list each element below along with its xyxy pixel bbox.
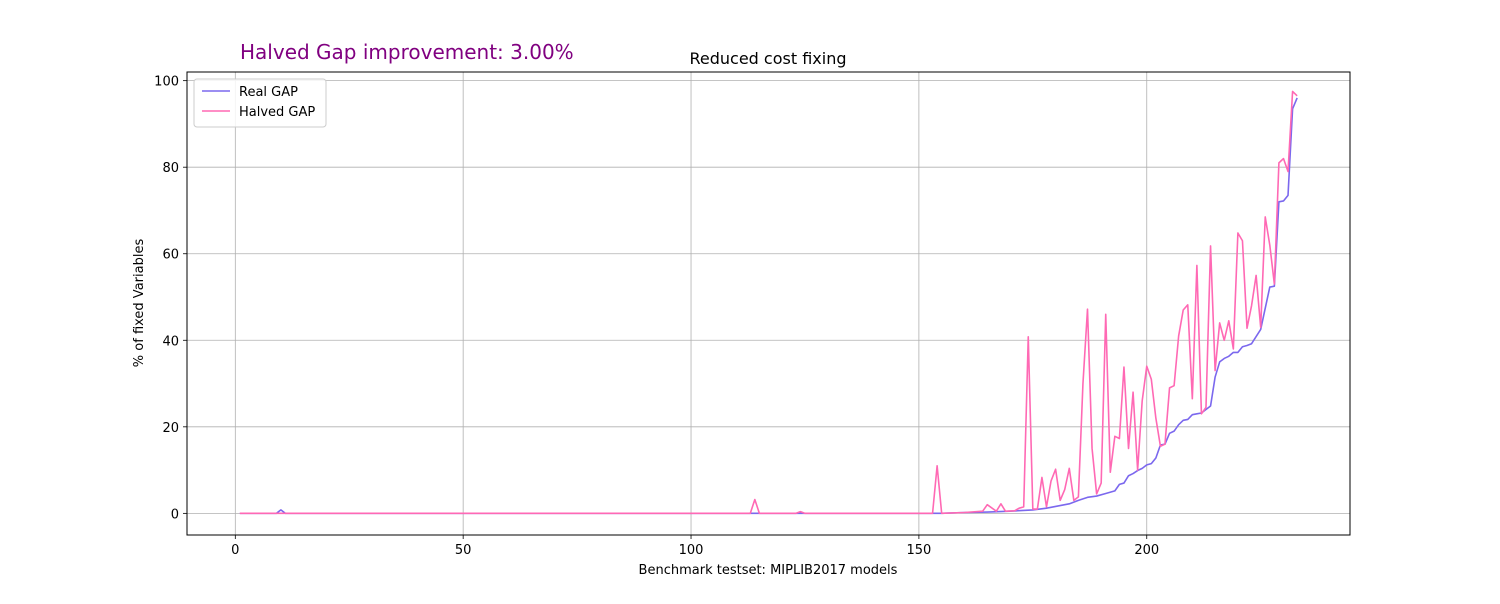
y-tick-label: 100: [154, 75, 179, 90]
y-tick-label: 20: [162, 421, 179, 436]
y-tick-label: 0: [171, 507, 179, 522]
x-tick-label: 150: [906, 543, 931, 558]
legend-label: Halved GAP: [239, 105, 315, 120]
x-axis-label: Benchmark testset: MIPLIB2017 models: [639, 563, 898, 578]
chart-title: Reduced cost fixing: [690, 49, 847, 68]
x-axis-ticks: 0 50 100 150 200: [231, 535, 1159, 558]
legend-label: Real GAP: [239, 85, 298, 100]
y-axis-ticks: 0 20 40 60 80 100: [154, 75, 187, 522]
x-tick-label: 0: [231, 543, 239, 558]
plot-frame: [186, 71, 1351, 536]
grid-lines: [187, 72, 1350, 535]
y-axis-label: % of fixed Variables: [132, 239, 147, 368]
x-tick-label: 100: [679, 543, 704, 558]
series-lines: [239, 90, 1298, 515]
y-tick-label: 80: [162, 161, 179, 176]
y-tick-label: 40: [162, 334, 179, 349]
x-tick-label: 50: [455, 543, 472, 558]
figure-annotation: Halved Gap improvement: 3.00%: [240, 40, 574, 64]
legend: Real GAP Halved GAP: [193, 78, 327, 128]
x-tick-label: 200: [1134, 543, 1159, 558]
y-tick-label: 60: [162, 248, 179, 263]
series-line-2: [239, 90, 1298, 515]
